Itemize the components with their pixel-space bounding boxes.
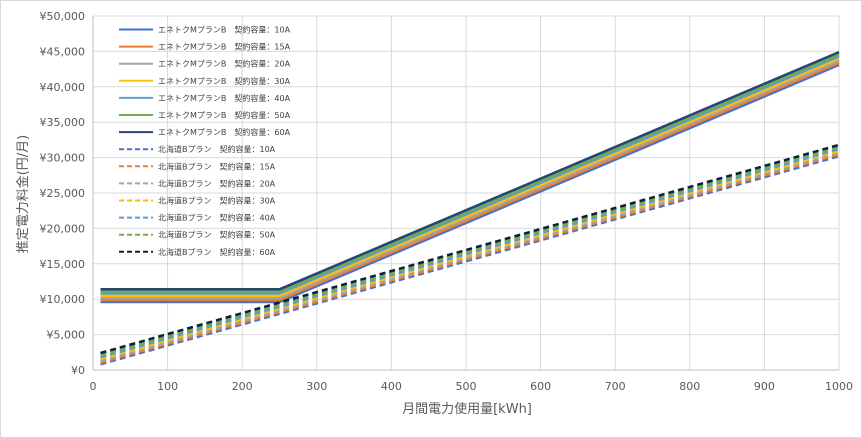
x-tick-label: 200 (232, 380, 253, 393)
series-line-3 (100, 59, 840, 300)
x-tick-label: 900 (754, 380, 775, 393)
y-tick-label: ¥45,000 (40, 45, 86, 58)
legend-label: エネトクMプランB 契約容量：30A (158, 76, 291, 86)
y-tick-label: ¥15,000 (40, 258, 86, 271)
series-line-8 (100, 154, 840, 366)
series-line-4 (100, 57, 840, 297)
y-tick-label: ¥0 (71, 364, 85, 377)
series-line-5 (100, 55, 840, 295)
x-tick-label: 600 (530, 380, 551, 393)
x-tick-label: 500 (456, 380, 477, 393)
series-line-2 (100, 61, 840, 302)
x-tick-label: 800 (679, 380, 700, 393)
y-tick-labels: ¥0 ¥5,000 ¥10,000 ¥15,000 ¥20,000 ¥25,000 ¥30,… (40, 10, 86, 377)
series-line-12 (100, 147, 840, 359)
x-tick-label: 400 (381, 380, 402, 393)
y-tick-label: ¥25,000 (40, 187, 86, 200)
x-axis-title: 月間電力使用量[kWh] (402, 401, 532, 417)
y-tick-label: ¥20,000 (40, 222, 86, 235)
series-line-14 (100, 143, 840, 355)
legend-label: エネトクMプランB 契約容量：40A (158, 93, 291, 103)
series-line-1 (100, 63, 840, 304)
legend-label: 北海道Bプラン 契約容量：60A (158, 247, 276, 257)
legend-label: エネトクMプランB 契約容量：50A (158, 110, 291, 120)
legend-label: エネトクMプランB 契約容量：15A (158, 42, 291, 52)
x-tick-labels: 0 100 200 300 400 500 600 700 800 900 1000 (90, 380, 854, 393)
y-tick-label: ¥50,000 (40, 10, 86, 23)
x-tick-label: 0 (90, 380, 97, 393)
y-tick-label: ¥30,000 (40, 152, 86, 165)
y-tick-label: ¥5,000 (47, 329, 86, 342)
axes (92, 16, 839, 371)
legend-label: 北海道Bプラン 契約容量：10A (158, 144, 276, 154)
x-tick-label: 300 (306, 380, 327, 393)
legend-label: 北海道Bプラン 契約容量：50A (158, 230, 276, 240)
legend-label: 北海道Bプラン 契約容量：40A (158, 213, 276, 223)
x-tick-label: 1000 (825, 380, 853, 393)
y-tick-label: ¥35,000 (40, 116, 86, 129)
legend: エネトクMプランB 契約容量：10A エネトクMプランB 契約容量：15A エネトク… (119, 25, 291, 257)
series-line-7 (100, 50, 840, 291)
y-axis-title: 推定電力料金(円/月) (15, 135, 31, 254)
legend-label: エネトクMプランB 契約容量：10A (158, 25, 291, 35)
series-line-6 (100, 53, 840, 293)
series-line-10 (100, 151, 840, 363)
legend-label: エネトクMプランB 契約容量：60A (158, 127, 291, 137)
legend-label: 北海道Bプラン 契約容量：15A (158, 161, 276, 171)
series-line-13 (100, 145, 840, 357)
legend-label: 北海道Bプラン 契約容量：30A (158, 196, 276, 206)
y-tick-label: ¥40,000 (40, 81, 86, 94)
series-line-11 (100, 149, 840, 361)
x-tick-label: 700 (605, 380, 626, 393)
y-tick-label: ¥10,000 (40, 293, 86, 306)
legend-label: 北海道Bプラン 契約容量：20A (158, 178, 276, 188)
plot-area (100, 50, 840, 366)
series-line-9 (100, 153, 840, 364)
x-tick-label: 100 (157, 380, 178, 393)
gridlines (93, 15, 840, 370)
legend-label: エネトクMプランB 契約容量：20A (158, 59, 291, 69)
